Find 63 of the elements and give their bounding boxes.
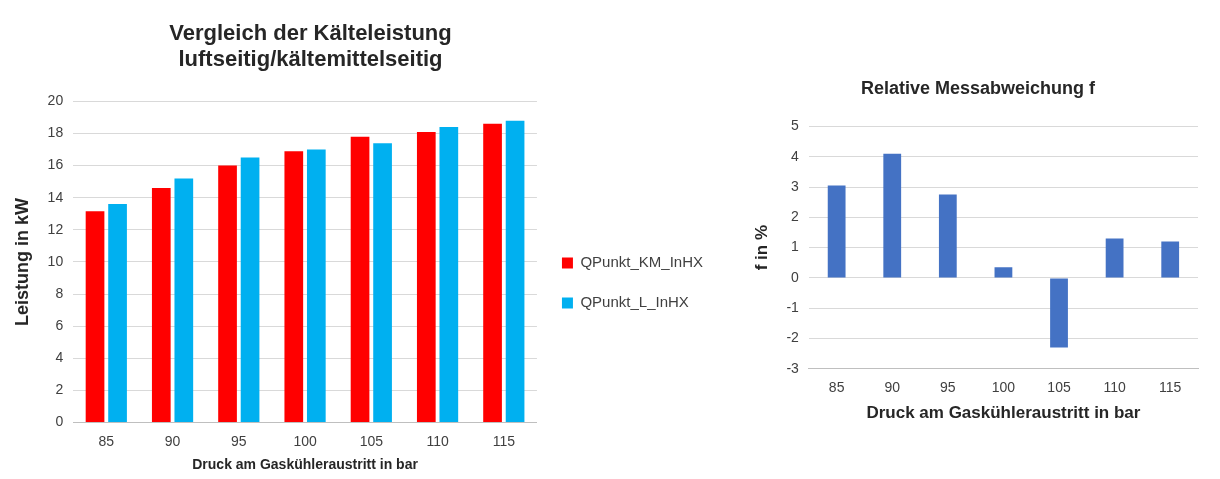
x-tick-label: 105 [359, 432, 384, 449]
bar [883, 153, 902, 278]
y-tick-label: 5 [791, 117, 800, 134]
bar [350, 136, 370, 422]
y-tick-label: 20 [47, 92, 64, 109]
x-tick-label: 85 [98, 432, 115, 449]
y-tick-label: -2 [786, 329, 800, 346]
y-tick-label: 0 [791, 268, 800, 285]
y-tick-label: 2 [55, 381, 64, 398]
x-tick-label: 95 [940, 379, 956, 396]
x-tick-label: 90 [164, 432, 181, 449]
bar [505, 120, 525, 422]
x-tick-label: 90 [884, 379, 901, 396]
bar [1050, 278, 1068, 348]
bar [306, 149, 326, 422]
y-axis-title: Leistung in kW [11, 197, 32, 326]
x-tick-label: 100 [293, 432, 317, 449]
bar [1161, 241, 1180, 278]
x-axis-title: Druck am Gaskühleraustritt in bar [192, 456, 419, 473]
bar [85, 211, 105, 422]
x-tick-label: 115 [1159, 379, 1182, 396]
y-tick-label: 4 [791, 147, 800, 164]
y-tick-label: 6 [55, 316, 64, 333]
y-tick-label: -1 [786, 299, 800, 316]
bar [938, 194, 957, 278]
y-tick-label: 14 [47, 188, 64, 205]
bar [1105, 238, 1124, 278]
bar [373, 143, 392, 422]
bar [827, 185, 846, 278]
y-axis-title: f in % [751, 224, 771, 271]
bar [439, 127, 459, 422]
bar [284, 151, 304, 422]
y-tick-label: 1 [791, 238, 800, 255]
chart-title: Relative Messabweichung f [859, 77, 1097, 99]
y-tick-label: 4 [55, 349, 64, 366]
bar [994, 267, 1013, 278]
legend-label: QPunkt_L_InHX [580, 293, 689, 311]
y-tick-label: 2 [791, 208, 800, 225]
bar [174, 178, 194, 422]
x-axis-title: Druck am Gaskühleraustritt in bar [866, 403, 1141, 423]
x-tick-label: 85 [828, 379, 845, 396]
x-tick-label: 115 [492, 432, 516, 449]
x-tick-label: 100 [991, 379, 1016, 396]
x-tick-label: 105 [1047, 379, 1071, 396]
bar [151, 188, 171, 422]
chart-title: Vergleich der Kälteleistung luftseitig/kältemittelseitig [168, 19, 453, 72]
legend-label: QPunkt_KM_InHX [580, 253, 704, 271]
y-tick-label: 0 [55, 413, 64, 430]
y-tick-label: -3 [786, 359, 800, 376]
bar [218, 165, 237, 422]
x-tick-label: 110 [426, 432, 449, 449]
y-tick-label: 18 [47, 124, 64, 141]
y-tick-label: 8 [55, 284, 64, 301]
bar [108, 204, 127, 422]
y-tick-label: 12 [47, 220, 64, 237]
bar [483, 123, 502, 422]
bar [240, 157, 260, 422]
y-tick-label: 3 [791, 177, 800, 194]
x-tick-label: 110 [1103, 379, 1126, 396]
y-tick-label: 16 [47, 156, 64, 173]
y-tick-label: 10 [47, 252, 64, 269]
bar [416, 131, 436, 422]
x-tick-label: 95 [231, 432, 247, 449]
